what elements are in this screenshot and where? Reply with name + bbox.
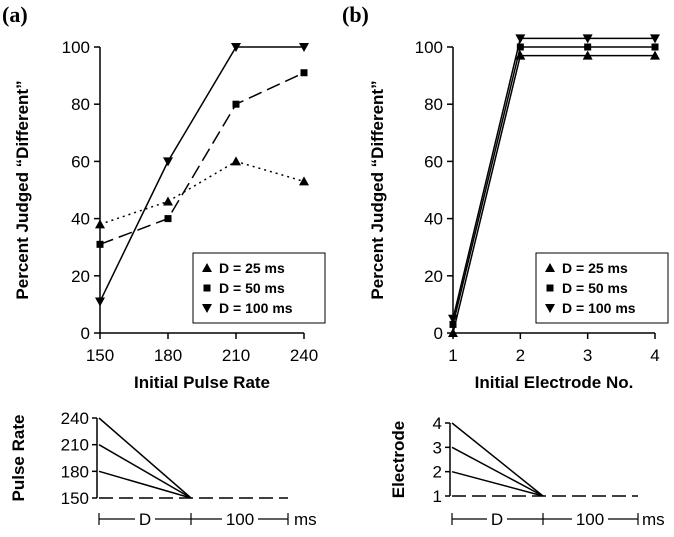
x-tick-label-a: 180: [154, 346, 182, 365]
schematic-y-tick-label-b: 2: [433, 463, 442, 482]
data-point-a-1: [300, 69, 308, 77]
time-label-100-b: 100: [576, 510, 604, 529]
data-point-a-1: [96, 240, 104, 248]
y-tick-label-a: 60: [71, 152, 90, 171]
data-point-a-0: [95, 219, 105, 229]
legend-box-a: [192, 252, 326, 324]
transition-line-b-0: [451, 422, 544, 497]
x-tick-label-b: 3: [583, 346, 592, 365]
time-label-100-a: 100: [226, 510, 254, 529]
schematic-y-axis-label-b: Electrode: [389, 421, 408, 498]
x-tick-label-a: 150: [86, 346, 114, 365]
schematic-y-tick-label-b: 1: [433, 487, 442, 506]
y-tick-label-b: 20: [424, 267, 443, 286]
legend-entry-a-1: D = 50 ms: [219, 280, 285, 296]
schematic-y-tick-label-a: 240: [61, 409, 89, 428]
x-tick-label-b: 1: [448, 346, 457, 365]
legend-marker-b-2: [545, 304, 555, 313]
legend-entry-b-0: D = 25 ms: [562, 260, 628, 276]
legend-marker-b-0: [545, 263, 555, 272]
data-point-b-0: [582, 50, 593, 60]
data-point-b-1: [584, 43, 592, 51]
transition-line-b-1: [451, 446, 544, 497]
data-point-b-2: [515, 34, 526, 44]
time-label-d-b: D: [491, 510, 503, 529]
y-tick-label-b: 100: [415, 38, 443, 57]
data-point-a-1: [164, 215, 172, 223]
data-point-a-0: [231, 156, 241, 166]
y-axis-label-a: Percent Judged “Different”: [13, 80, 32, 299]
chart-panel-a: 0 20 40 60 80 100 150 180 210 240 Initial Pulse Ra…: [13, 38, 326, 392]
transition-line-b-2: [451, 470, 544, 497]
y-tick-label-b: 80: [424, 95, 443, 114]
series-line-b-0: [452, 54, 655, 334]
x-axis-label-b: Initial Electrode No.: [475, 373, 634, 392]
legend-marker-a-1: [203, 284, 211, 292]
legend-b: D = 25 ms D = 50 ms D = 100 ms: [535, 252, 669, 324]
data-point-b-2: [650, 34, 660, 44]
series-line-a-2: [99, 46, 304, 302]
data-point-a-1: [232, 100, 240, 108]
schematic-y-axis-label-a: Pulse Rate: [9, 415, 28, 502]
y-tick-label-a: 80: [71, 95, 90, 114]
schematic-y-tick-label-a: 180: [61, 462, 89, 481]
x-tick-label-b: 2: [516, 346, 525, 365]
x-tick-label-b: 4: [650, 346, 659, 365]
panel-label-b: (b): [342, 2, 369, 27]
data-point-a-0: [299, 176, 309, 186]
panel-label-a: (a): [2, 2, 28, 27]
data-point-b-2: [582, 34, 593, 44]
transition-line-a-0: [98, 417, 192, 499]
data-point-b-1: [449, 320, 457, 328]
data-point-b-2: [448, 314, 458, 324]
time-label-d-a: D: [139, 510, 151, 529]
legend-box-b: [535, 252, 669, 324]
y-tick-label-b: 40: [424, 210, 443, 229]
data-point-a-2: [95, 297, 105, 307]
legend-marker-a-0: [202, 263, 212, 272]
x-tick-label-a: 210: [222, 346, 250, 365]
legend-marker-a-2: [202, 304, 212, 313]
data-point-b-0: [650, 50, 660, 60]
data-point-b-0: [448, 328, 458, 337]
data-point-a-2: [231, 43, 241, 52]
y-tick-label-b: 60: [424, 152, 443, 171]
transition-line-a-2: [98, 470, 192, 499]
legend-marker-b-1: [546, 284, 554, 292]
schematic-y-tick-label-b: 3: [433, 438, 442, 457]
schematic-y-tick-label-b: 4: [433, 414, 442, 433]
x-tick-label-a: 240: [290, 346, 318, 365]
y-tick-label-a: 20: [71, 267, 90, 286]
y-tick-label-a: 0: [81, 324, 90, 343]
schematic-a: 150 180 210 240 Pulse Rate D 100 ms: [9, 409, 317, 529]
data-point-a-2: [163, 157, 173, 167]
time-label-ms-a: ms: [294, 510, 317, 529]
legend-entry-b-2: D = 100 ms: [562, 300, 636, 316]
legend-entry-b-1: D = 50 ms: [562, 280, 628, 296]
data-point-a-2: [299, 43, 309, 52]
series-line-a-1: [99, 72, 305, 246]
y-tick-label-b: 0: [434, 324, 443, 343]
data-point-b-1: [651, 43, 659, 51]
data-point-b-1: [516, 43, 524, 51]
legend-a: D = 25 ms D = 50 ms D = 100 ms: [192, 252, 326, 324]
y-tick-label-a: 40: [71, 210, 90, 229]
transition-line-a-1: [98, 444, 192, 499]
schematic-y-tick-label-a: 210: [61, 436, 89, 455]
schematic-y-tick-label-a: 150: [61, 489, 89, 508]
chart-panel-b: 0 20 40 60 80 100 1 2 3 4 Initial Electrode No. Per…: [368, 34, 669, 392]
time-label-ms-b: ms: [642, 510, 665, 529]
legend-entry-a-0: D = 25 ms: [219, 260, 285, 276]
schematic-b: 1 2 3 4 Electrode D 100 ms: [389, 414, 665, 529]
data-point-a-0: [163, 196, 173, 206]
x-axis-label-a: Initial Pulse Rate: [134, 373, 270, 392]
series-line-b-2: [452, 37, 655, 319]
legend-entry-a-2: D = 100 ms: [219, 300, 293, 316]
y-axis-label-b: Percent Judged “Different”: [368, 80, 387, 299]
series-line-b-1: [452, 46, 655, 325]
series-line-a-0: [99, 160, 305, 226]
y-tick-label-a: 100: [62, 38, 90, 57]
